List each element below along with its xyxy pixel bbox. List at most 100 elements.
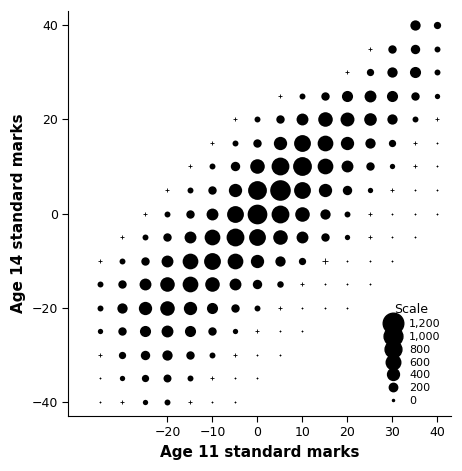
Point (254, 233, 261, 241)
Point (434, 92, 441, 99)
Point (254, 139, 261, 146)
Y-axis label: Age 14 standard marks: Age 14 standard marks (11, 114, 26, 313)
Point (141, 304, 149, 311)
Point (321, 233, 328, 241)
Point (389, 162, 396, 170)
Point (344, 92, 351, 99)
Point (231, 327, 239, 335)
Point (366, 69, 374, 76)
Point (411, 115, 419, 123)
Point (254, 304, 261, 311)
Point (119, 374, 126, 382)
Point (141, 280, 149, 288)
Point (411, 22, 419, 29)
Point (321, 139, 328, 146)
Point (119, 280, 126, 288)
Point (209, 280, 216, 288)
Point (209, 186, 216, 194)
Point (164, 233, 171, 241)
Point (231, 304, 239, 311)
Point (209, 327, 216, 335)
Point (231, 233, 239, 241)
Point (321, 92, 328, 99)
Point (344, 139, 351, 146)
Point (434, 22, 441, 29)
Point (119, 257, 126, 264)
Point (209, 210, 216, 217)
Point (164, 351, 171, 358)
Point (164, 327, 171, 335)
Point (321, 186, 328, 194)
Point (164, 304, 171, 311)
Point (344, 233, 351, 241)
Point (254, 162, 261, 170)
Point (276, 233, 284, 241)
Point (96, 280, 103, 288)
Point (231, 186, 239, 194)
Point (299, 233, 306, 241)
Point (299, 210, 306, 217)
Point (186, 186, 194, 194)
Point (389, 69, 396, 76)
Point (254, 115, 261, 123)
Point (254, 186, 261, 194)
Point (276, 257, 284, 264)
Point (321, 210, 328, 217)
Point (366, 162, 374, 170)
Point (141, 351, 149, 358)
Point (186, 304, 194, 311)
Point (141, 374, 149, 382)
Point (276, 210, 284, 217)
Point (344, 210, 351, 217)
Point (141, 233, 149, 241)
Point (434, 45, 441, 53)
Point (119, 304, 126, 311)
Point (276, 115, 284, 123)
Point (366, 139, 374, 146)
Point (276, 162, 284, 170)
Point (276, 186, 284, 194)
Point (141, 398, 149, 406)
Point (389, 45, 396, 53)
Point (141, 327, 149, 335)
X-axis label: Age 11 standard marks: Age 11 standard marks (160, 445, 359, 460)
Point (344, 115, 351, 123)
Point (96, 327, 103, 335)
Point (411, 69, 419, 76)
Point (164, 210, 171, 217)
Point (411, 92, 419, 99)
Point (254, 257, 261, 264)
Point (344, 186, 351, 194)
Point (434, 69, 441, 76)
Point (231, 280, 239, 288)
Point (321, 115, 328, 123)
Point (299, 139, 306, 146)
Point (299, 92, 306, 99)
Point (164, 280, 171, 288)
Point (186, 327, 194, 335)
Point (299, 257, 306, 264)
Point (231, 139, 239, 146)
Point (276, 280, 284, 288)
Point (299, 162, 306, 170)
Point (366, 186, 374, 194)
Point (186, 351, 194, 358)
Legend: 1,200, 1,000, 800, 600, 400, 200, 0: 1,200, 1,000, 800, 600, 400, 200, 0 (377, 299, 445, 410)
Point (209, 162, 216, 170)
Point (389, 92, 396, 99)
Point (299, 115, 306, 123)
Point (186, 210, 194, 217)
Point (366, 92, 374, 99)
Point (366, 115, 374, 123)
Point (254, 210, 261, 217)
Point (119, 351, 126, 358)
Point (321, 162, 328, 170)
Point (141, 257, 149, 264)
Point (209, 257, 216, 264)
Point (411, 45, 419, 53)
Point (164, 374, 171, 382)
Point (254, 280, 261, 288)
Point (119, 327, 126, 335)
Point (96, 304, 103, 311)
Point (164, 398, 171, 406)
